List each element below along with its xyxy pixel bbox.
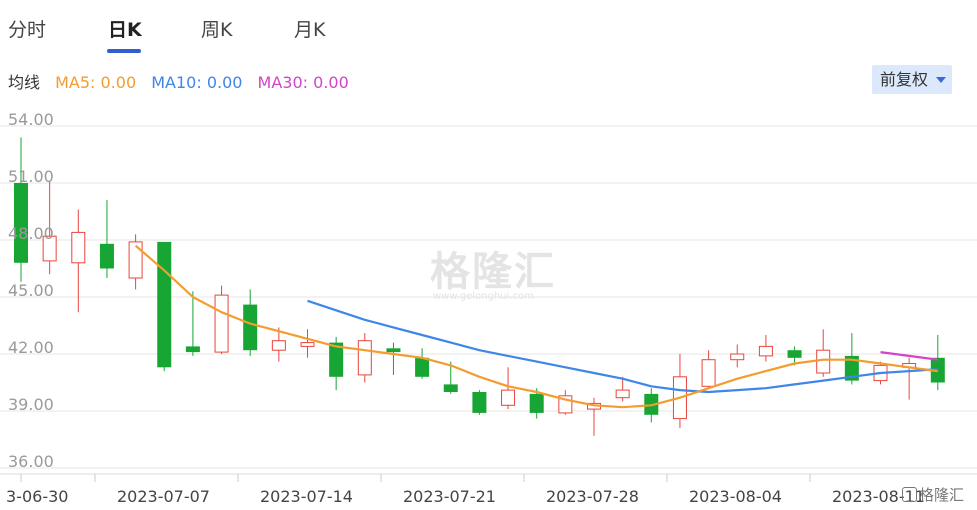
tab-weekly-k[interactable]: 周K: [201, 19, 233, 41]
candle: [71, 209, 86, 313]
candle-body: [300, 342, 315, 347]
x-tick-label: 2023-07-14: [260, 487, 353, 506]
candle: [214, 285, 229, 354]
candle: [415, 348, 430, 379]
candle: [787, 346, 802, 366]
candle: [99, 200, 114, 278]
candle: [930, 335, 945, 391]
candle: [386, 342, 401, 375]
ma-title: 均线: [8, 73, 41, 92]
candle-body: [157, 241, 172, 368]
x-tick-label: 2023-08-04: [689, 487, 782, 506]
candle-body: [844, 355, 859, 381]
candlestick-chart: 格隆汇 www.gelonghui.com 54.00 51.00 48.00 45.…: [0, 110, 977, 506]
candle: [558, 390, 573, 415]
watermark-subtext: www.gelonghui.com: [433, 291, 534, 302]
candle-body: [71, 231, 86, 264]
candle: [300, 329, 315, 358]
x-tick-label: 2023-07-28: [546, 487, 639, 506]
candle-body: [128, 241, 143, 279]
candle: [816, 329, 831, 377]
x-tick-label: 2023-08-11: [832, 487, 925, 506]
tab-intraday[interactable]: 分时: [8, 19, 47, 41]
candle-body: [501, 389, 516, 406]
ma30-line: [880, 351, 938, 361]
candle: [185, 291, 200, 356]
candle: [14, 137, 28, 282]
candle-body: [443, 384, 458, 392]
candle: [758, 335, 773, 362]
candle: [443, 361, 458, 394]
candle-body: [386, 348, 401, 353]
candle: [615, 376, 630, 402]
candle: [472, 390, 487, 415]
candle: [357, 333, 372, 383]
watermark-text: 格隆汇: [430, 249, 556, 295]
candle-body: [357, 340, 372, 376]
watermark: 格隆汇 www.gelonghui.com: [430, 249, 556, 302]
candle-body: [758, 345, 773, 357]
candle: [529, 388, 544, 419]
y-tick-label: 36.00: [8, 452, 54, 471]
candle: [128, 234, 143, 290]
candle: [42, 181, 57, 275]
y-tick-label: 39.00: [8, 395, 54, 414]
price-adjust-label: 前复权: [880, 70, 929, 89]
candle: [730, 344, 745, 368]
candle-body: [730, 353, 745, 361]
candle: [271, 327, 286, 362]
candle-body: [529, 393, 544, 413]
x-axis: 3-06-30 2023-07-07 2023-07-14 2023-07-21 202…: [0, 473, 977, 506]
candle-body: [42, 235, 57, 262]
candle-body: [243, 304, 258, 351]
candle-body: [214, 294, 229, 353]
tab-daily-k[interactable]: 日K: [108, 19, 142, 41]
logo-icon: [902, 487, 917, 502]
candle-body: [472, 392, 487, 413]
y-axis-labels: 54.00 51.00 48.00 45.00 42.00 39.00 36.00: [8, 110, 54, 471]
candle-body: [14, 183, 28, 263]
candle-body: [787, 350, 802, 358]
candle-body: [271, 340, 286, 351]
y-tick-label: 48.00: [8, 224, 54, 243]
x-tick-label: 2023-07-21: [403, 487, 496, 506]
tab-monthly-k[interactable]: 月K: [294, 19, 326, 41]
y-tick-label: 51.00: [8, 167, 54, 186]
candle-body: [99, 243, 114, 269]
moving-average-legend: 均线 MA5: 0.00 MA10: 0.00 MA30: 0.00: [8, 69, 359, 93]
candle-body: [816, 349, 831, 374]
ma10-line: [307, 299, 938, 394]
logo-text: 格隆汇: [919, 486, 965, 504]
brand-logo: 格隆汇: [902, 484, 964, 505]
candle: [157, 241, 172, 372]
candle: [501, 367, 516, 410]
price-adjust-dropdown[interactable]: 前复权: [872, 65, 952, 94]
caret-down-icon: [936, 77, 946, 83]
candle: [902, 357, 917, 400]
y-tick-label: 54.00: [8, 110, 54, 129]
active-tab-indicator: [107, 49, 141, 53]
ma-lines: [134, 244, 938, 409]
ma30-legend: MA30: 0.00: [257, 73, 349, 92]
x-tick-label: 2023-07-07: [117, 487, 210, 506]
period-tabs: 分时 日K 周K 月K: [0, 0, 977, 58]
candle-body: [329, 342, 344, 377]
candle-body: [701, 359, 716, 387]
y-tick-label: 45.00: [8, 281, 54, 300]
y-tick-label: 42.00: [8, 338, 54, 357]
x-tick-label: 3-06-30: [6, 487, 68, 506]
candle-body: [615, 389, 630, 399]
ma5-line: [134, 244, 938, 409]
candle-body: [415, 357, 430, 377]
ma10-legend: MA10: 0.00: [151, 73, 243, 92]
candle-body: [185, 346, 200, 353]
candle: [701, 350, 716, 389]
ma5-legend: MA5: 0.00: [55, 73, 137, 92]
